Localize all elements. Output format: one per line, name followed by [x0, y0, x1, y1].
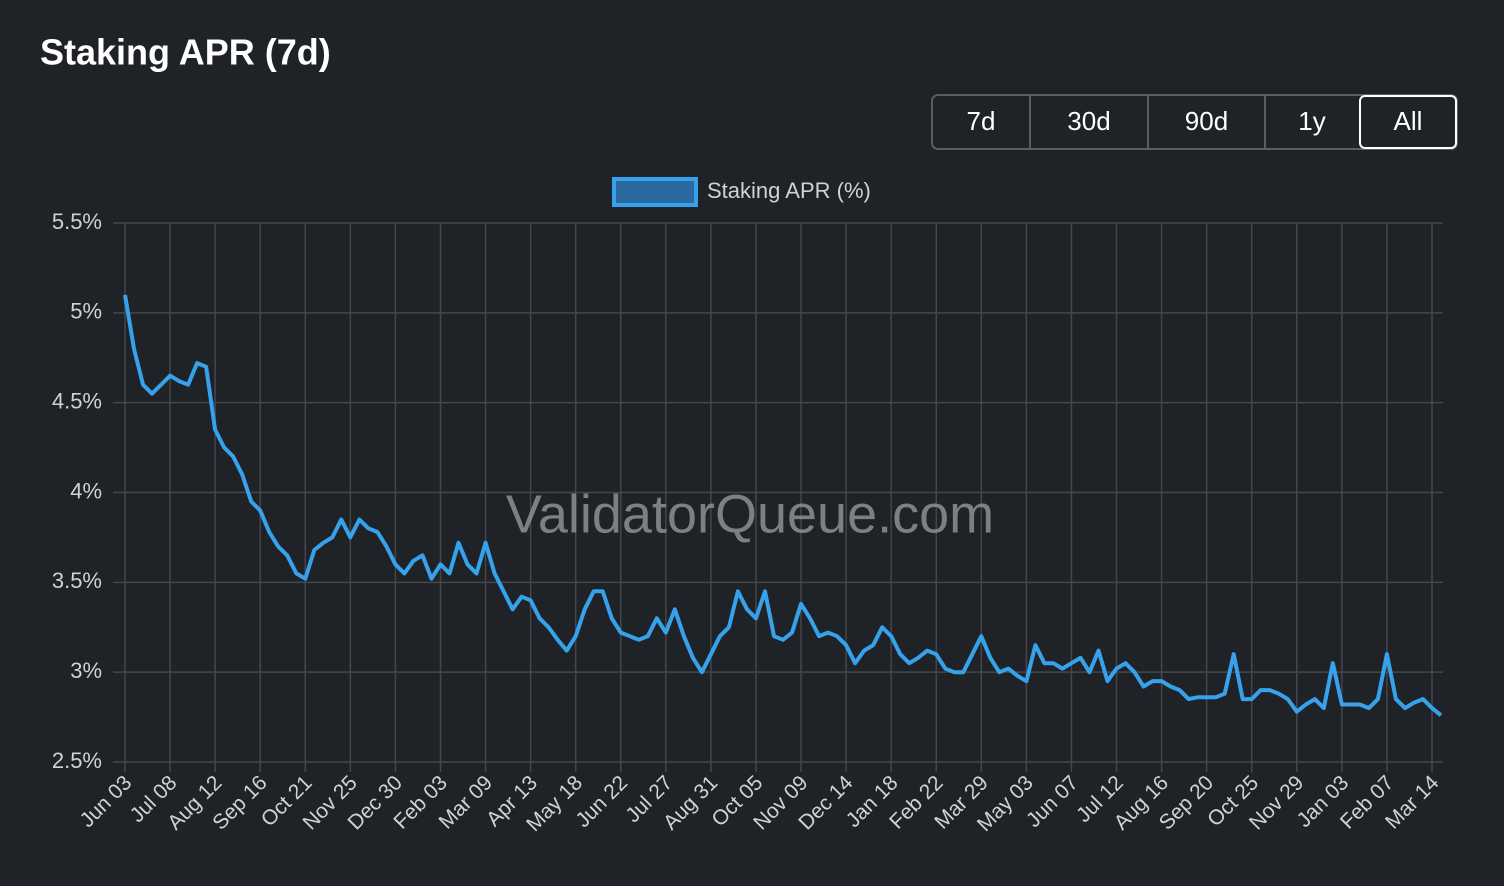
y-tick-label: 5.5%: [52, 209, 102, 234]
y-tick-label: 4%: [70, 478, 102, 503]
y-tick-label: 4.5%: [52, 388, 102, 413]
legend-label: Staking APR (%): [707, 178, 871, 203]
y-tick-label: 3.5%: [52, 568, 102, 593]
y-tick-label: 2.5%: [52, 748, 102, 773]
y-tick-label: 5%: [70, 299, 102, 324]
page-title: Staking APR (7d): [40, 32, 331, 73]
range-button-label[interactable]: 7d: [967, 106, 996, 136]
range-button-label[interactable]: All: [1394, 106, 1423, 136]
range-button-label[interactable]: 1y: [1298, 106, 1325, 136]
range-button-label[interactable]: 30d: [1067, 106, 1110, 136]
range-button[interactable]: [1359, 95, 1457, 149]
range-button-label[interactable]: 90d: [1185, 106, 1228, 136]
legend-swatch: [612, 177, 698, 207]
y-tick-label: 3%: [70, 658, 102, 683]
range-buttons: 7d 30d 90d 1y All: [931, 94, 1458, 150]
data-line: [123, 294, 1443, 717]
watermark: ValidatorQueue.com: [506, 484, 994, 544]
